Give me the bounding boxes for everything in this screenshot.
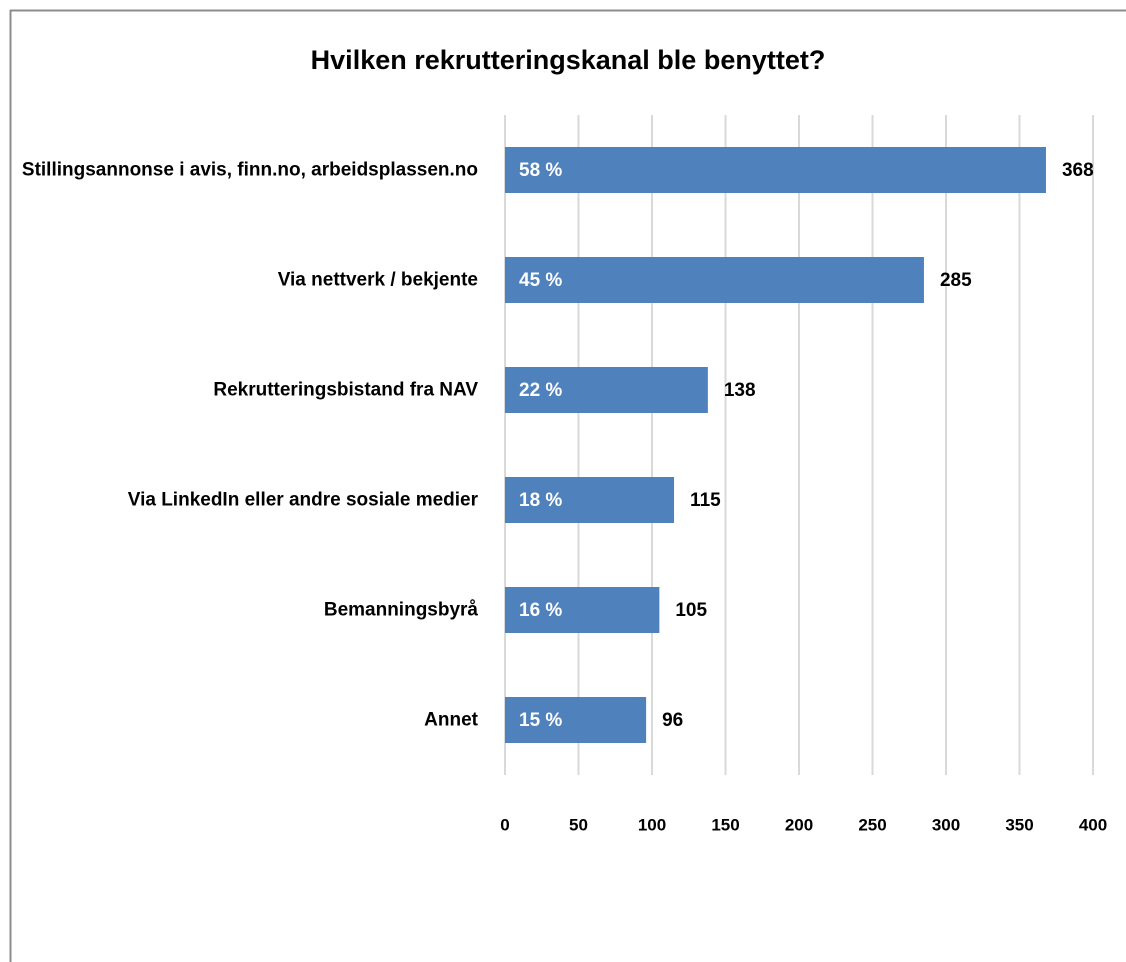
x-tick-label: 400	[1079, 815, 1107, 834]
bar	[505, 257, 924, 303]
bar	[505, 697, 647, 743]
value-label: 115	[690, 490, 721, 511]
percent-label: 16 %	[519, 600, 562, 621]
value-label: 105	[675, 600, 707, 621]
y-tick-label: Via LinkedIn eller andre sosiale medier	[127, 489, 478, 511]
bar	[505, 477, 675, 523]
y-tick-label: Annet	[424, 709, 478, 731]
value-label: 368	[1062, 160, 1094, 181]
y-tick-label: Via nettverk / bekjente	[277, 269, 478, 291]
x-tick-label: 300	[932, 815, 960, 834]
y-tick-label: Bemanningsbyrå	[323, 599, 478, 621]
value-label: 96	[662, 710, 683, 731]
bar	[505, 367, 708, 413]
value-label: 285	[940, 270, 972, 291]
bar	[505, 587, 660, 633]
y-tick-label: Stillingsannonse i avis, finn.no, arbeid…	[21, 159, 478, 181]
bar	[505, 147, 1046, 193]
percent-label: 18 %	[519, 490, 562, 511]
percent-label: 22 %	[519, 380, 562, 401]
x-tick-label: 50	[569, 815, 588, 834]
percent-label: 58 %	[519, 160, 562, 181]
percent-label: 45 %	[519, 270, 562, 291]
y-tick-label: Rekrutteringsbistand fra NAV	[213, 379, 478, 401]
x-tick-label: 350	[1005, 815, 1033, 834]
x-tick-label: 0	[500, 815, 509, 834]
x-tick-label: 200	[785, 815, 813, 834]
x-tick-label: 100	[638, 815, 666, 834]
x-tick-label: 250	[858, 815, 886, 834]
percent-label: 15 %	[519, 710, 562, 731]
x-tick-label: 150	[711, 815, 739, 834]
value-label: 138	[724, 380, 756, 401]
chart-title: Hvilken rekrutteringskanal ble benyttet?	[311, 45, 826, 75]
